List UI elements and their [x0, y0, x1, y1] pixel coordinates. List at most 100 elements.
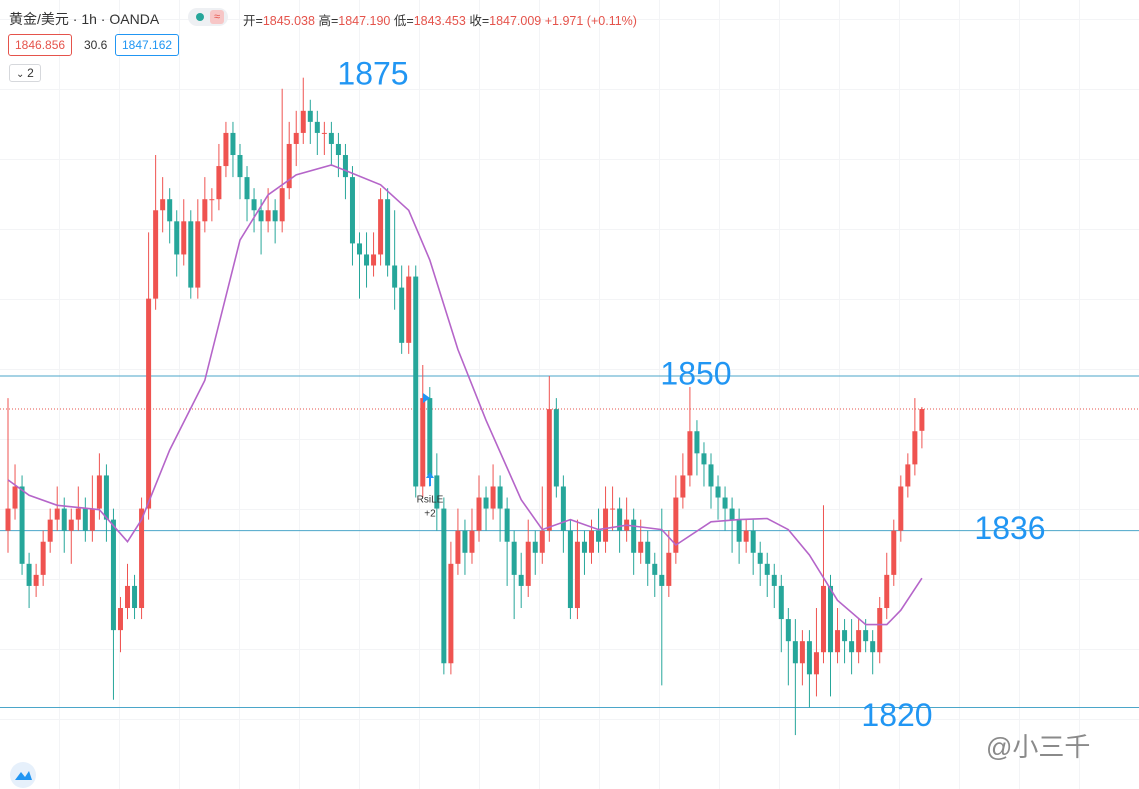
candle-body — [181, 221, 187, 255]
level-label: 1820 — [861, 697, 932, 733]
candle-body — [518, 574, 524, 586]
candle-body — [806, 641, 812, 675]
candle-body — [511, 541, 517, 575]
candle-body — [188, 221, 194, 288]
candle-body — [666, 552, 672, 586]
candle-body — [209, 199, 215, 201]
candle-body — [110, 519, 116, 631]
signal-arrow — [426, 472, 434, 486]
candle-body — [462, 530, 468, 553]
candle-body — [251, 199, 257, 211]
candle-body — [560, 486, 566, 531]
logo[interactable] — [10, 762, 36, 788]
candle-body — [631, 519, 637, 553]
candle-body — [820, 585, 826, 653]
ohlc-value: 1847.009 — [489, 14, 542, 28]
candle-body — [849, 641, 855, 653]
candle-body — [40, 541, 46, 575]
candle-body — [286, 143, 292, 189]
ask-button[interactable]: 1847.162 — [115, 34, 180, 56]
candle-body — [673, 497, 679, 553]
ohlc-label: 低= — [393, 14, 414, 28]
candle-body — [525, 541, 531, 586]
candle-body — [441, 508, 447, 664]
candle-body — [891, 530, 897, 575]
moving-average — [7, 164, 923, 626]
interval[interactable]: 1h — [81, 11, 97, 27]
candle-body — [153, 210, 159, 299]
candle-body — [455, 530, 461, 564]
candle-body — [659, 574, 665, 586]
candle-body — [919, 409, 925, 431]
candle-body — [335, 143, 341, 156]
candle-body — [701, 453, 707, 465]
candle-body — [687, 431, 693, 476]
candle-body — [743, 530, 749, 542]
candle-body — [483, 497, 489, 509]
candle-body — [490, 486, 496, 509]
status-badges[interactable]: ≈ — [188, 8, 228, 26]
candle-body — [349, 177, 355, 244]
candle-body — [300, 110, 306, 133]
candle-body — [174, 221, 180, 255]
candle-body — [139, 508, 145, 609]
candle-body — [792, 641, 798, 664]
candle-body — [856, 630, 862, 653]
candle-body — [694, 431, 700, 454]
candle-body — [785, 619, 791, 642]
candle-body — [750, 530, 756, 553]
candle-body — [588, 530, 594, 553]
candle-body — [842, 630, 848, 642]
candle-body — [680, 475, 686, 498]
candle-body — [638, 541, 644, 553]
candle-body — [497, 486, 503, 509]
spread: 30.6 — [84, 38, 108, 52]
candle-body — [314, 121, 320, 133]
ohlc-value: 1845.038 — [262, 14, 315, 28]
candle-body — [5, 508, 11, 531]
candle-body — [722, 497, 728, 509]
symbol[interactable]: 黄金/美元 — [9, 11, 69, 27]
candle-body — [19, 486, 25, 564]
candle-body — [504, 508, 510, 542]
level-label: 1850 — [660, 355, 731, 391]
candle-body — [574, 541, 580, 609]
candle-body — [146, 298, 152, 509]
indicator-toggle[interactable]: ⌄ 2 — [9, 64, 41, 82]
candle-body — [364, 254, 370, 266]
candle-body — [33, 574, 39, 586]
candle-body — [342, 155, 348, 178]
candle-body — [434, 475, 440, 509]
candle-body — [799, 641, 805, 664]
candle-body — [125, 585, 131, 609]
watermark: @小三千 — [986, 732, 1091, 762]
symbol-line: 黄金/美元 · 1h · OANDA — [9, 11, 160, 27]
candle-body — [729, 508, 735, 520]
ohlc-label: 收= — [469, 14, 490, 28]
candle-body — [413, 276, 419, 487]
candle-body — [771, 574, 777, 586]
candle-body — [652, 563, 658, 575]
candle-body — [230, 132, 236, 156]
candle-body — [898, 486, 904, 531]
indicator-count: 2 — [27, 66, 34, 80]
candle-body — [406, 276, 412, 343]
candle-body — [567, 530, 573, 609]
candle-body — [392, 265, 398, 288]
candle-body — [82, 508, 88, 531]
candle-body — [532, 541, 538, 553]
candle-body — [863, 630, 869, 642]
candle-body — [54, 508, 60, 520]
ohlc-value: 1843.453 — [413, 14, 466, 28]
candle-body — [132, 585, 138, 609]
candle-body — [75, 508, 81, 520]
candle-body — [47, 519, 53, 542]
candle-body — [877, 608, 883, 653]
candle-body — [581, 541, 587, 553]
bid-button[interactable]: 1846.856 — [8, 34, 73, 56]
ohlc-legend: 开=1845.038 高=1847.190 低=1843.453 收=1847.… — [243, 10, 637, 29]
candle-body — [835, 630, 841, 653]
candle-body — [89, 508, 95, 531]
candle-body — [378, 199, 384, 255]
